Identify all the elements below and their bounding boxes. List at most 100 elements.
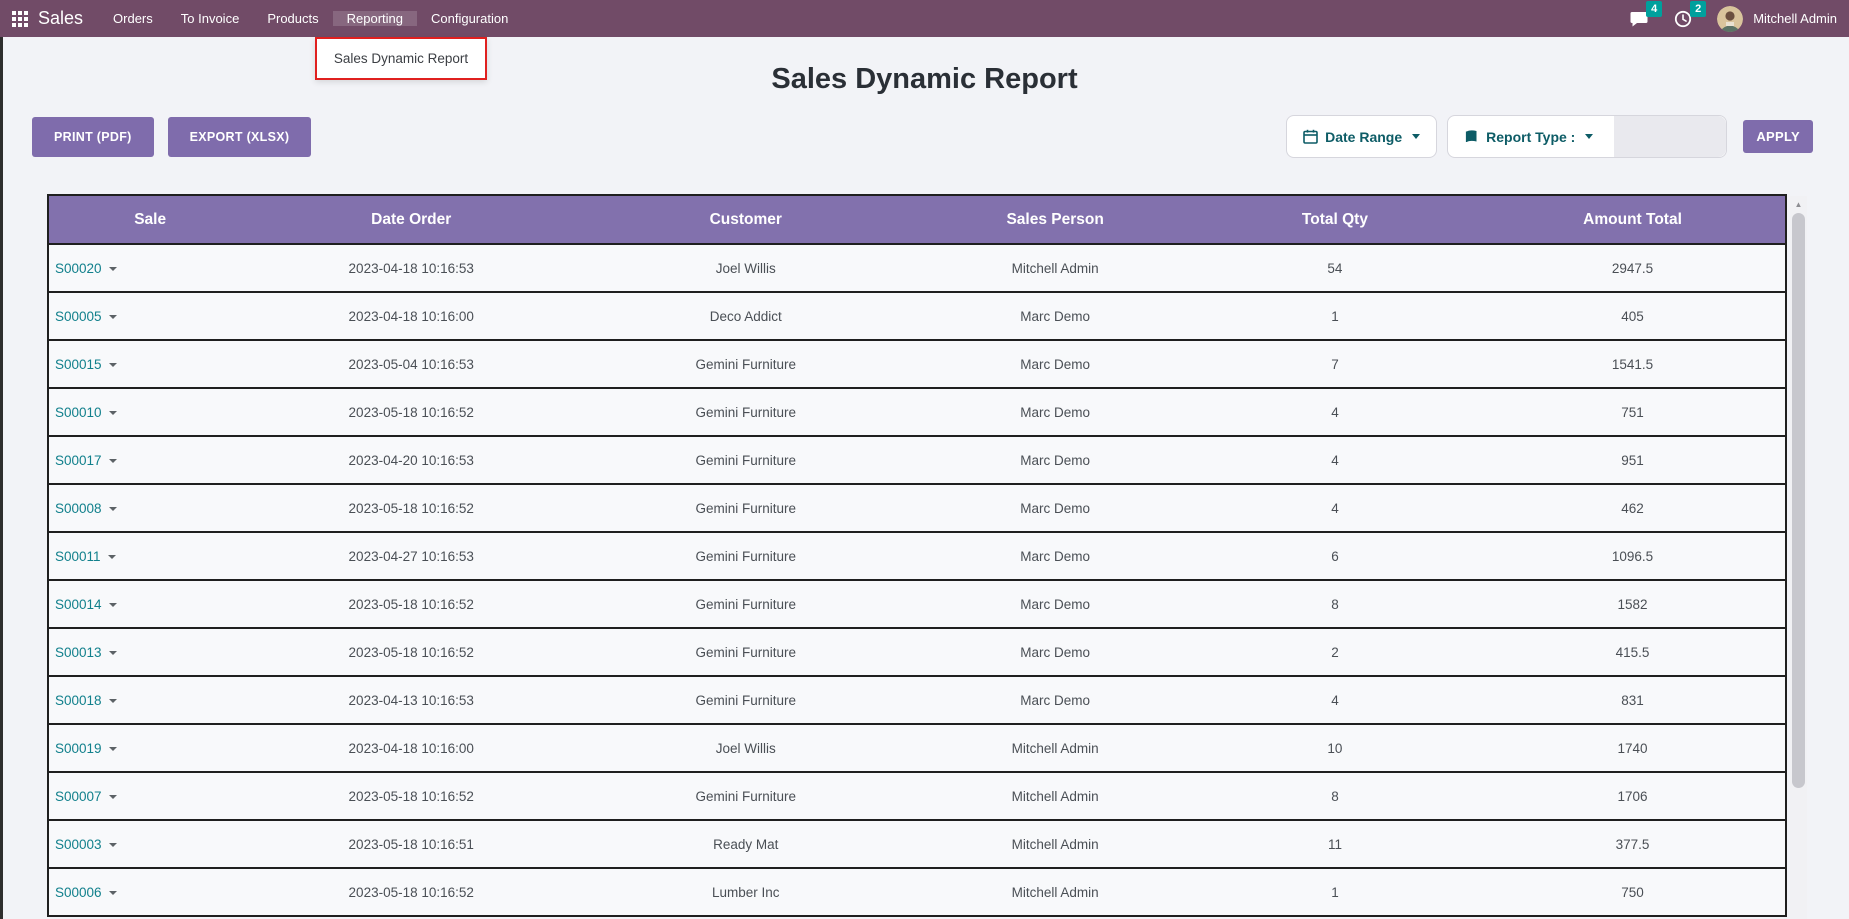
- navbar-left: Sales Orders To Invoice Products Reporting C…: [0, 0, 522, 37]
- caret-down-icon[interactable]: [108, 266, 117, 271]
- date-order-cell: 2023-04-20 10:16:53: [251, 436, 572, 485]
- sale-order-link[interactable]: S00020: [55, 260, 102, 276]
- caret-down-icon[interactable]: [108, 602, 117, 607]
- sale-order-link[interactable]: S00003: [55, 836, 102, 852]
- total-qty-cell: 8: [1189, 772, 1481, 821]
- sales-person-cell: Mitchell Admin: [920, 868, 1190, 917]
- caret-down-icon[interactable]: [108, 842, 117, 847]
- sale-order-link[interactable]: S00010: [55, 404, 102, 420]
- date-order-cell: 2023-05-18 10:16:51: [251, 820, 572, 869]
- caret-down-icon[interactable]: [108, 650, 117, 655]
- user-name[interactable]: Mitchell Admin: [1753, 11, 1837, 26]
- caret-down-icon[interactable]: [108, 314, 117, 319]
- apps-grid-icon[interactable]: [12, 10, 28, 27]
- date-order-cell: 2023-04-18 10:16:00: [251, 292, 572, 341]
- sale-order-link[interactable]: S00019: [55, 740, 102, 756]
- activities-button[interactable]: 2: [1673, 0, 1707, 29]
- user-avatar[interactable]: [1717, 5, 1744, 32]
- column-header-amount-total: Amount Total: [1480, 195, 1786, 245]
- window-left-edge: [0, 37, 3, 919]
- caret-down-icon[interactable]: [108, 698, 117, 703]
- sale-order-link[interactable]: S00018: [55, 692, 102, 708]
- amount-total-cell: 2947.5: [1480, 244, 1786, 293]
- amount-total-cell: 831: [1480, 676, 1786, 725]
- date-order-cell: 2023-04-18 10:16:53: [251, 244, 572, 293]
- messages-button[interactable]: 4: [1629, 0, 1663, 29]
- sale-order-link[interactable]: S00005: [55, 308, 102, 324]
- sales-person-cell: Marc Demo: [920, 532, 1190, 581]
- sale-order-link[interactable]: S00015: [55, 356, 102, 372]
- sale-order-link[interactable]: S00011: [55, 548, 101, 564]
- table-row: S00008 2023-05-18 10:16:52 Gemini Furnit…: [48, 484, 1786, 533]
- table-row: S00017 2023-04-20 10:16:53 Gemini Furnit…: [48, 436, 1786, 485]
- column-header-customer: Customer: [571, 195, 921, 245]
- date-order-cell: 2023-05-18 10:16:52: [251, 388, 572, 437]
- nav-menu-item-reporting[interactable]: Reporting: [332, 11, 417, 26]
- caret-down-icon[interactable]: [108, 410, 117, 415]
- sale-order-link[interactable]: S00017: [55, 452, 102, 468]
- sale-order-link[interactable]: S00013: [55, 644, 102, 660]
- print-pdf-button[interactable]: PRINT (PDF): [32, 116, 154, 157]
- export-xlsx-button[interactable]: EXPORT (XLSX): [167, 116, 312, 157]
- table-row: S00013 2023-05-18 10:16:52 Gemini Furnit…: [48, 628, 1786, 677]
- avatar-photo-icon: [1717, 5, 1744, 32]
- amount-total-cell: 750: [1480, 868, 1786, 917]
- nav-menu-item-to-invoice[interactable]: To Invoice: [180, 11, 240, 26]
- table-body: S00020 2023-04-18 10:16:53 Joel Willis M…: [48, 244, 1786, 917]
- amount-total-cell: 405: [1480, 292, 1786, 341]
- total-qty-cell: 4: [1189, 388, 1481, 437]
- caret-down-icon[interactable]: [108, 794, 117, 799]
- date-order-cell: 2023-04-18 10:16:00: [251, 724, 572, 773]
- caret-down-icon: [1412, 134, 1421, 139]
- sales-person-cell: Mitchell Admin: [920, 820, 1190, 869]
- table-row: S00006 2023-05-18 10:16:52 Lumber Inc Mi…: [48, 868, 1786, 917]
- total-qty-cell: 4: [1189, 676, 1481, 725]
- scrollbar-thumb[interactable]: [1792, 213, 1805, 788]
- nav-menu-item-orders[interactable]: Orders: [113, 11, 153, 26]
- nav-menu-item-configuration[interactable]: Configuration: [431, 11, 509, 26]
- table-row: S00005 2023-04-18 10:16:00 Deco Addict M…: [48, 292, 1786, 341]
- table-scrollbar[interactable]: ▲: [1790, 196, 1807, 919]
- caret-down-icon: [1585, 134, 1594, 139]
- caret-down-icon[interactable]: [108, 506, 117, 511]
- sale-order-link[interactable]: S00014: [55, 596, 102, 612]
- nav-menu-item-products[interactable]: Products: [267, 11, 319, 26]
- amount-total-cell: 1096.5: [1480, 532, 1786, 581]
- report-type-value-area[interactable]: [1614, 116, 1727, 157]
- amount-total-cell: 462: [1480, 484, 1786, 533]
- calendar-icon: [1303, 129, 1318, 144]
- caret-down-icon[interactable]: [108, 746, 117, 751]
- report-type-dropdown[interactable]: Report Type :: [1447, 115, 1728, 158]
- apply-button[interactable]: APPLY: [1743, 120, 1813, 153]
- sale-order-link[interactable]: S00007: [55, 788, 102, 804]
- activities-badge: 2: [1690, 0, 1707, 17]
- customer-cell: Gemini Furniture: [571, 532, 921, 581]
- customer-cell: Gemini Furniture: [571, 340, 921, 389]
- table-row: S00018 2023-04-13 10:16:53 Gemini Furnit…: [48, 676, 1786, 725]
- customer-cell: Gemini Furniture: [571, 772, 921, 821]
- column-header-sale: Sale: [48, 195, 252, 245]
- sales-report-table: Sale Date Order Customer Sales Person Total …: [47, 194, 1787, 917]
- caret-down-icon[interactable]: [108, 458, 117, 463]
- caret-down-icon[interactable]: [108, 362, 117, 367]
- navbar-right: 4 2 Mitchell Admin: [1629, 0, 1849, 37]
- sale-order-link[interactable]: S00006: [55, 884, 102, 900]
- sales-person-cell: Marc Demo: [920, 628, 1190, 677]
- sale-order-link[interactable]: S00008: [55, 500, 102, 516]
- date-range-dropdown[interactable]: Date Range: [1286, 115, 1438, 158]
- sales-person-cell: Mitchell Admin: [920, 724, 1190, 773]
- total-qty-cell: 1: [1189, 868, 1481, 917]
- caret-down-icon[interactable]: [108, 890, 117, 895]
- total-qty-cell: 6: [1189, 532, 1481, 581]
- top-navbar: Sales Orders To Invoice Products Reporting C…: [0, 0, 1849, 37]
- dropdown-item-sales-dynamic-report[interactable]: Sales Dynamic Report: [333, 51, 469, 66]
- amount-total-cell: 1740: [1480, 724, 1786, 773]
- app-name[interactable]: Sales: [38, 8, 84, 28]
- sales-person-cell: Marc Demo: [920, 676, 1190, 725]
- caret-down-icon[interactable]: [107, 554, 116, 559]
- chat-bubble-icon: [1630, 11, 1648, 26]
- nav-menu: Orders To Invoice Products Reporting Configu…: [99, 11, 522, 26]
- customer-cell: Joel Willis: [571, 724, 921, 773]
- scrollbar-up-arrow-icon[interactable]: ▲: [1794, 199, 1803, 209]
- messages-badge: 4: [1646, 0, 1663, 17]
